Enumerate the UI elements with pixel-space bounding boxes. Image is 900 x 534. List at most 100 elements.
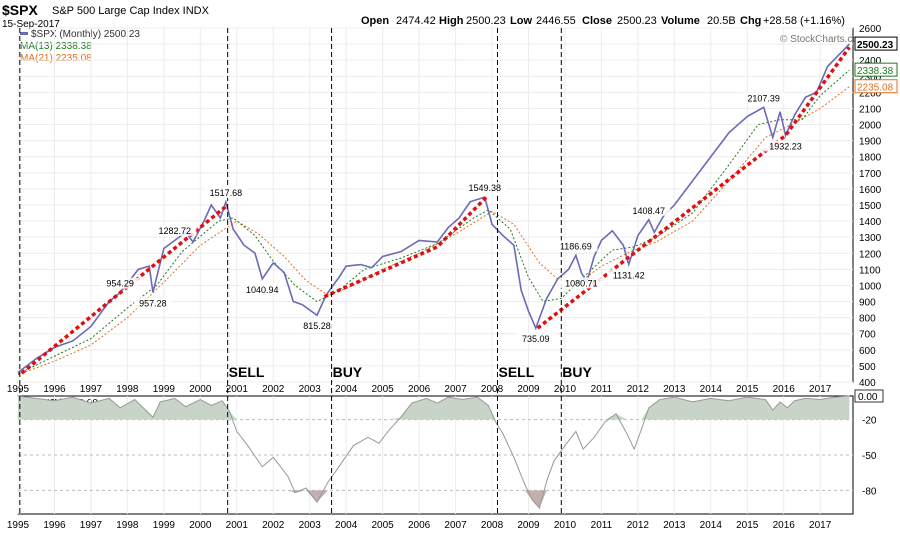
price-y-tick-label: 2600 bbox=[859, 24, 882, 35]
willr-layer bbox=[17, 395, 850, 510]
willr-x-tick-label: 2012 bbox=[627, 520, 650, 531]
ma13-line bbox=[17, 69, 850, 375]
annotation-bg bbox=[763, 140, 808, 152]
low-label: Low bbox=[510, 15, 532, 27]
price-annotation: 1186.69 bbox=[560, 241, 592, 251]
willr-upper-fill bbox=[18, 396, 850, 420]
annotation-bg bbox=[559, 277, 603, 289]
price-x-tick-label: 2017 bbox=[809, 384, 832, 395]
annotation-bg bbox=[204, 187, 248, 199]
watermark: © StockCharts.com bbox=[780, 34, 866, 45]
price-x-tick-label: 2003 bbox=[299, 384, 322, 395]
annotation-bg bbox=[742, 92, 786, 104]
price-layer bbox=[17, 43, 851, 376]
axis-layer: 400 500 600 700 800 900 1000 1100 1200 1300 1400 15… bbox=[7, 24, 898, 531]
willr-x-tick-label: 2011 bbox=[591, 520, 613, 531]
price-annotation: 1549.38 bbox=[468, 183, 501, 193]
willr-last-value-box bbox=[854, 389, 884, 403]
willr-x-tick-label: 1997 bbox=[80, 520, 103, 531]
signal-label: BUY bbox=[562, 364, 592, 380]
willr-x-tick-label: 2014 bbox=[700, 520, 723, 531]
willr-x-tick-label: 1995 bbox=[7, 520, 30, 531]
price-x-tick-label: 2015 bbox=[736, 384, 759, 395]
annotation-bg bbox=[627, 204, 671, 216]
high-value: 2500.23 bbox=[466, 15, 506, 27]
price-y-tick-label: 1700 bbox=[859, 169, 882, 180]
price-annotation: 2107.39 bbox=[747, 93, 780, 103]
trend-line bbox=[20, 203, 229, 375]
annotation-bg bbox=[153, 224, 197, 236]
price-x-tick-label: 2006 bbox=[408, 384, 431, 395]
price-annotation: 1080.71 bbox=[565, 278, 598, 288]
willr-y-tick-label: -20 bbox=[862, 416, 877, 427]
chart-description: S&P 500 Large Cap Index INDX bbox=[52, 5, 210, 17]
signal-layer: SELL BUY SELL BUY bbox=[19, 28, 593, 514]
annotation-bg bbox=[516, 333, 555, 345]
ma13-last-box bbox=[854, 62, 898, 77]
price-y-tick-label: 900 bbox=[859, 298, 876, 309]
price-annotation: 1131.42 bbox=[613, 270, 645, 280]
chg-label: Chg bbox=[740, 15, 761, 27]
ma13-last-box-value: 2338.38 bbox=[857, 66, 894, 77]
price-y-tick-label: 2200 bbox=[859, 88, 882, 99]
price-y-tick-label: 1900 bbox=[859, 137, 882, 148]
price-x-tick-label: 2008 bbox=[481, 384, 504, 395]
chart-date: 15-Sep-2017 bbox=[2, 19, 60, 30]
price-last-box-value: 2500.23 bbox=[857, 40, 894, 51]
willr-x-tick-label: 1998 bbox=[116, 520, 139, 531]
price-x-tick-label: 1996 bbox=[43, 384, 66, 395]
price-x-tick-label: 2007 bbox=[444, 384, 467, 395]
ohlc-header: Open 2474.42 High 2500.23 Low 2446.55 Cl… bbox=[361, 15, 845, 27]
volume-value: 20.5B bbox=[707, 15, 736, 27]
willr-y-tick-label: -80 bbox=[862, 486, 877, 497]
legend-ma21: MA(21) 2235.08 bbox=[20, 53, 92, 64]
price-y-tick-label: 500 bbox=[859, 362, 876, 373]
price-grid bbox=[17, 27, 853, 383]
price-last-box bbox=[854, 36, 898, 51]
legend-ma13: MA(13) 2338.38 bbox=[20, 41, 92, 52]
willr-x-tick-label: 2005 bbox=[372, 520, 395, 531]
annotation-bg bbox=[607, 269, 651, 281]
price-annotation: 735.09 bbox=[522, 334, 550, 344]
price-x-tick-label: 2010 bbox=[554, 384, 577, 395]
high-label: High bbox=[439, 15, 464, 27]
ma21-last-box-value: 2235.08 bbox=[857, 83, 894, 94]
price-annotation: 957.28 bbox=[139, 298, 167, 308]
chg-value: +28.58 (+1.16%) bbox=[763, 15, 845, 27]
price-annotation: 1408.47 bbox=[633, 206, 666, 216]
annotation-layer: 1517.68 954.29 1282.72 957.28 1040.94 815.28 1… bbox=[101, 92, 808, 345]
price-y-tick-label: 2100 bbox=[859, 104, 882, 115]
legend: $SPX (Monthly) 2500.23 MA(13) 2338.38 MA… bbox=[20, 29, 140, 64]
price-annotation: 1932.23 bbox=[769, 141, 802, 151]
price-x-tick-label: 2001 bbox=[226, 384, 249, 395]
willr-x-tick-label: 1996 bbox=[43, 520, 66, 531]
legend-price: $SPX (Monthly) 2500.23 bbox=[31, 29, 140, 40]
ma21-last-box bbox=[854, 79, 898, 94]
willr-last-value: 0.00 bbox=[858, 392, 878, 403]
price-x-tick-label: 2005 bbox=[372, 384, 395, 395]
price-x-tick-label: 2002 bbox=[262, 384, 285, 395]
price-x-tick-label: 1998 bbox=[116, 384, 139, 395]
signal-label: BUY bbox=[333, 364, 363, 380]
price-x-tick-label: 2014 bbox=[700, 384, 723, 395]
price-y-tick-label: 2300 bbox=[859, 72, 882, 83]
willr-x-tick-label: 2009 bbox=[517, 520, 540, 531]
price-y-tick-label: 1200 bbox=[859, 249, 882, 260]
price-y-tick-label: 700 bbox=[859, 330, 876, 341]
annotation-bg bbox=[101, 277, 139, 289]
price-annotation: 1282.72 bbox=[159, 226, 192, 236]
willr-x-tick-label: 2002 bbox=[262, 520, 285, 531]
price-x-tick-label: 1995 bbox=[7, 384, 30, 395]
price-annotation: 954.29 bbox=[106, 279, 134, 289]
ma21-line bbox=[17, 86, 850, 376]
price-y-tick-label: 2400 bbox=[859, 56, 882, 67]
price-annotation: 1517.68 bbox=[210, 188, 243, 198]
close-value: 2500.23 bbox=[617, 15, 657, 27]
price-x-tick-label: 1997 bbox=[80, 384, 103, 395]
price-y-tick-label: 800 bbox=[859, 314, 876, 325]
willr-x-tick-label: 2008 bbox=[481, 520, 504, 531]
willr-x-tick-label: 2007 bbox=[444, 520, 467, 531]
close-label: Close bbox=[582, 15, 612, 27]
price-x-tick-label: 2009 bbox=[517, 384, 540, 395]
